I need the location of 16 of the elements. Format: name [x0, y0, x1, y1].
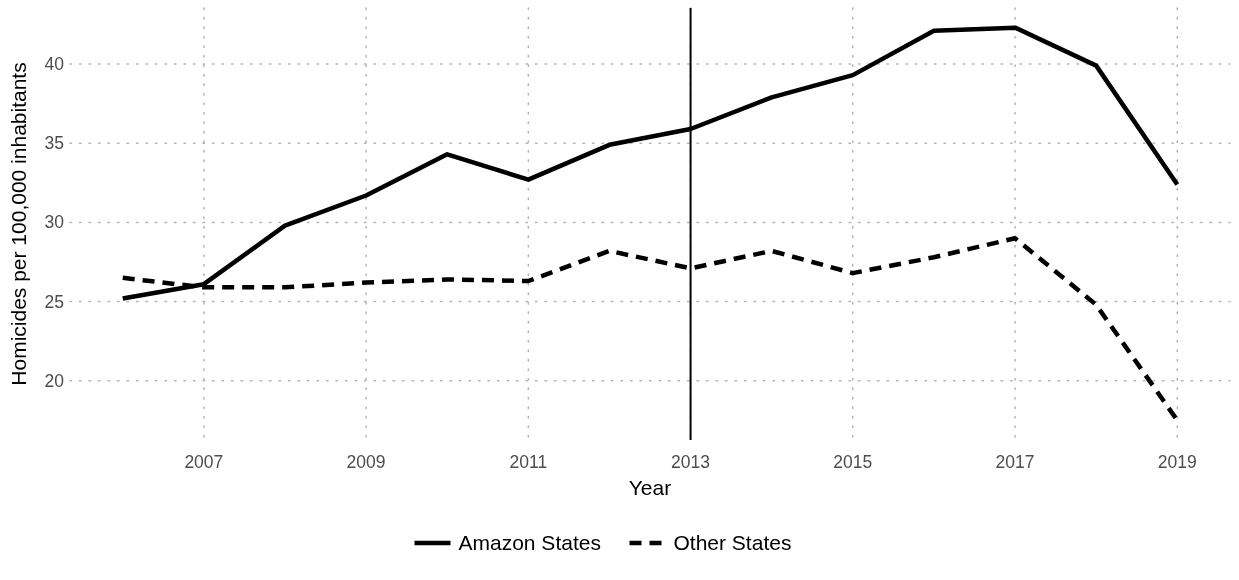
- legend-label: Amazon States: [458, 531, 601, 554]
- x-tick-label: 2011: [509, 452, 548, 472]
- y-tick-label: 40: [44, 54, 65, 75]
- x-axis-title: Year: [628, 476, 672, 499]
- x-tick-label: 2015: [833, 452, 873, 472]
- x-tick-label: 2013: [671, 452, 711, 472]
- y-tick-label: 30: [44, 212, 65, 233]
- legend-label: Other States: [673, 531, 792, 554]
- y-tick-label: 35: [44, 133, 64, 154]
- y-tick-label: 25: [44, 291, 64, 312]
- y-axis-title: Homicides per 100,000 inhabitants: [7, 62, 30, 386]
- x-tick-label: 2019: [1157, 452, 1197, 472]
- x-tick-label: 2009: [346, 452, 386, 472]
- x-tick-label: 2017: [995, 452, 1035, 472]
- x-tick-label: 2007: [184, 452, 224, 472]
- y-tick-label: 20: [44, 370, 65, 391]
